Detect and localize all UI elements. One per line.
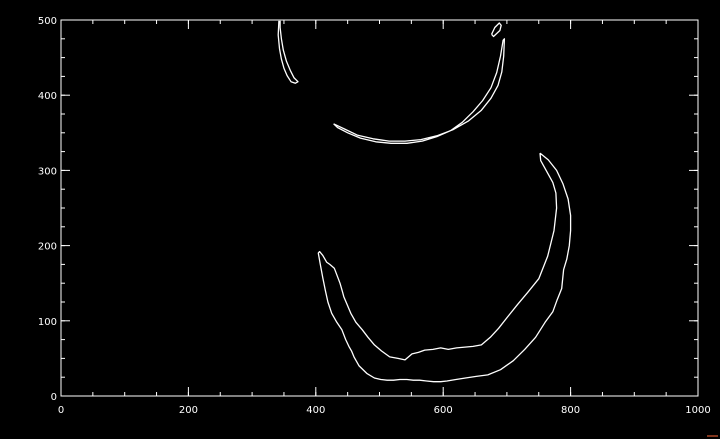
y-tick-label: 100 (38, 317, 57, 328)
x-tick-label: 600 (434, 405, 453, 416)
x-tick-label: 0 (58, 405, 64, 416)
x-tick-label: 800 (561, 405, 580, 416)
x-tick-label: 200 (179, 405, 198, 416)
contour-line-3 (491, 22, 502, 38)
contour-line-2 (333, 38, 506, 144)
contour-line-4 (317, 152, 572, 383)
y-tick-label: 400 (38, 91, 57, 102)
y-tick-label: 500 (38, 16, 57, 27)
contour-line-1 (277, 20, 299, 84)
axis-tick-labels: 0 200 400 600 800 1000 0 100 200 300 400 500 (38, 16, 711, 416)
y-tick-label: 200 (38, 242, 57, 253)
contour-lines (277, 20, 572, 383)
x-tick-label: 400 (306, 405, 325, 416)
y-tick-label: 300 (38, 166, 57, 177)
y-tick-label: 0 (51, 392, 57, 403)
plot-frame (60, 19, 699, 397)
x-tick-label: 1000 (685, 405, 710, 416)
